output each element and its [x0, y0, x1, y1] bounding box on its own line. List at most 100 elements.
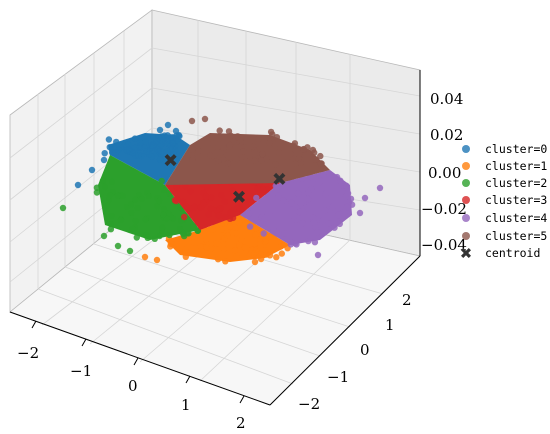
cluster-0-point	[153, 138, 160, 145]
cluster-1-point	[167, 243, 174, 250]
cluster-2-point	[128, 209, 135, 216]
cluster-1-outlier-point	[153, 256, 161, 264]
legend-marker-cluster-3	[462, 196, 470, 204]
cluster-5-point	[209, 140, 217, 148]
grid-left-z-2	[9, 87, 153, 201]
cluster-2-point	[194, 227, 201, 234]
cluster-4-point	[320, 171, 327, 178]
cluster-4-point	[304, 195, 312, 203]
cluster-1-point	[262, 247, 269, 254]
x-tick-label-4: 2	[236, 414, 246, 432]
z-tick-label-1: −0.02	[421, 200, 467, 218]
cluster-2-point	[99, 177, 107, 184]
cluster-4-point	[305, 189, 312, 196]
cluster-5-point	[271, 141, 279, 149]
cluster-5-outlier-point	[188, 117, 196, 125]
cluster-4-point	[333, 173, 341, 181]
cluster-1-point	[231, 247, 239, 254]
cluster-2-point	[160, 211, 167, 218]
cluster-0-point	[156, 156, 164, 163]
cluster-3-point	[181, 213, 188, 221]
grid-left-z-1	[9, 47, 153, 159]
cluster-2-point	[128, 201, 135, 208]
cluster-2-point	[156, 197, 163, 205]
cluster-4-point	[246, 223, 254, 230]
z-tick-label-3: 0.02	[430, 126, 463, 144]
cluster-3-point	[207, 205, 215, 212]
cluster-2-point	[138, 195, 146, 203]
cluster-0-point	[150, 133, 157, 141]
cluster-3-point	[179, 198, 187, 206]
cluster-1-outlier-point	[141, 253, 149, 261]
cluster-0-point	[101, 150, 108, 157]
cluster-4-point	[273, 184, 280, 191]
cluster-2-point	[107, 226, 115, 233]
cluster-1-point	[278, 250, 285, 257]
x-tick-label-2: 0	[128, 377, 138, 395]
cluster-2-point	[107, 220, 115, 228]
cluster-5-point	[317, 161, 325, 168]
legend: cluster=0 cluster=1 cluster=2 cluster=3 …	[461, 142, 547, 260]
cluster-5-point	[224, 160, 231, 167]
cluster-4-point	[261, 215, 268, 222]
cluster-1-point	[213, 240, 220, 247]
cluster-2-point	[166, 231, 173, 239]
x-tick-label-3: 1	[181, 396, 191, 414]
cluster-5-points	[165, 127, 330, 185]
cluster-5-point	[287, 150, 294, 158]
legend-label-cluster-3: cluster=3	[485, 193, 547, 207]
x-tick-mark-1	[81, 338, 87, 347]
cluster-2-point	[180, 230, 187, 237]
cluster-5-point	[292, 160, 299, 168]
z-axis-ticks: −0.04 −0.02 0.00 0.02 0.04	[421, 90, 467, 254]
cluster-2-point	[142, 216, 149, 223]
legend-marker-centroid	[461, 248, 471, 258]
cluster-5-point	[214, 148, 221, 156]
cluster-4-point	[288, 199, 295, 207]
cluster-5-point	[220, 145, 227, 152]
cluster-1-point	[191, 239, 198, 246]
cluster-0-point	[164, 132, 171, 139]
cluster-1-point	[241, 244, 248, 251]
cluster-1-point	[229, 229, 236, 237]
cluster-4-point	[297, 200, 305, 207]
cluster-0-point	[136, 144, 143, 151]
cluster-4-point	[275, 192, 282, 200]
cluster-5-point	[215, 156, 223, 164]
cluster-2-point	[93, 189, 101, 196]
cluster-5-point	[207, 152, 214, 159]
axis-lines	[9, 70, 421, 406]
cluster-0-outlier-point	[156, 126, 164, 134]
cluster-3-point	[200, 199, 207, 207]
cluster-1-point	[207, 226, 214, 233]
cluster-2-outlier-point	[126, 247, 134, 255]
cluster-1-point	[221, 235, 228, 242]
cluster-5-point	[216, 135, 223, 142]
cluster-2-point	[144, 234, 151, 241]
cluster-2-outlier-point	[100, 232, 108, 240]
cluster-5-point	[243, 158, 250, 165]
cluster-0-outlier-point	[88, 166, 96, 174]
cluster-5-point	[300, 146, 308, 153]
cluster-4-point	[348, 201, 356, 208]
cluster-3-point	[218, 191, 225, 199]
cluster-2-point	[106, 192, 113, 199]
cluster-4-point	[310, 219, 318, 226]
cluster-2-point	[160, 206, 168, 213]
cluster-0-outlier-point	[100, 156, 108, 164]
cluster-0-point	[131, 144, 139, 151]
cluster-2-point	[134, 204, 141, 211]
cluster-1-point	[257, 255, 265, 263]
cluster-4-point	[325, 220, 332, 227]
grid-floor-x-3	[93, 243, 351, 328]
cluster-5-point	[258, 157, 265, 164]
cluster-2-point	[132, 217, 139, 224]
cluster-4-point	[245, 210, 253, 217]
cluster-5-point	[240, 148, 247, 155]
x-axis-ticks: −2 −1 0 1 2	[17, 320, 246, 432]
cluster-5-point	[272, 161, 279, 168]
legend-marker-cluster-2	[462, 179, 470, 187]
cluster-3-point	[173, 195, 181, 203]
cluster-2-point	[156, 232, 163, 240]
cluster-5-point	[317, 152, 324, 160]
